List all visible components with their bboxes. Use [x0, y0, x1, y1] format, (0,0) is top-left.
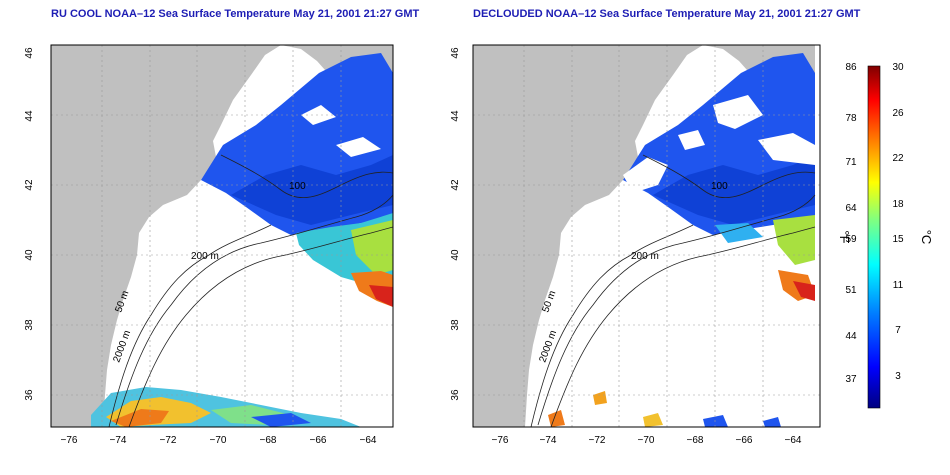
colorbar-gradient [867, 65, 881, 409]
left-lat-42: 42 [24, 179, 35, 191]
right-slope-water [715, 223, 763, 243]
right-lat-axis: 46 44 42 40 38 36 [450, 47, 461, 401]
celsius-unit-label: °C [919, 230, 934, 245]
f-tick-71: 71 [845, 157, 857, 168]
f-tick-86: 86 [845, 62, 857, 73]
c-tick-7: 7 [895, 325, 901, 336]
right-lat-40: 40 [450, 249, 461, 261]
left-lat-44: 44 [24, 110, 35, 122]
right-lon-axis: −76 −74 −72 −70 −68 −66 −64 [492, 435, 802, 446]
left-label-100: 100 [289, 181, 306, 192]
left-lat-40: 40 [24, 249, 35, 261]
left-lon-64: −64 [360, 435, 377, 446]
left-panel-title: RU COOL NOAA–12 Sea Surface Temperature … [51, 8, 420, 20]
left-label-200m: 200 m [191, 251, 219, 262]
f-tick-78: 78 [845, 113, 857, 124]
left-frame [50, 44, 394, 428]
right-lat-38: 38 [450, 319, 461, 331]
f-tick-51: 51 [845, 285, 857, 296]
left-lat-46: 46 [24, 47, 35, 59]
right-lon-68: −68 [687, 435, 704, 446]
f-tick-59: 59 [845, 234, 857, 245]
left-map-panel: 200 m 50 m 2000 m 100 46 44 42 40 38 36 … [24, 44, 394, 446]
left-lat-38: 38 [24, 319, 35, 331]
left-lon-68: −68 [260, 435, 277, 446]
left-lon-66: −66 [310, 435, 327, 446]
left-lon-74: −74 [110, 435, 127, 446]
f-tick-64: 64 [845, 203, 857, 214]
temperature-colorbar: 86 78 71 64 59 51 44 37 30 26 22 18 15 1… [837, 62, 934, 409]
right-lon-76: −76 [492, 435, 509, 446]
f-tick-44: 44 [845, 331, 857, 342]
right-label-200m: 200 m [631, 251, 659, 262]
right-panel-title: DECLOUDED NOAA–12 Sea Surface Temperatur… [473, 8, 861, 20]
c-tick-15: 15 [892, 234, 904, 245]
c-tick-18: 18 [892, 199, 904, 210]
right-lat-44: 44 [450, 110, 461, 122]
right-lon-72: −72 [589, 435, 606, 446]
right-lat-36: 36 [450, 389, 461, 401]
right-lon-66: −66 [736, 435, 753, 446]
left-lon-axis: −76 −74 −72 −70 −68 −66 −64 [61, 435, 377, 446]
right-lon-70: −70 [638, 435, 655, 446]
f-tick-37: 37 [845, 374, 857, 385]
left-lon-76: −76 [61, 435, 78, 446]
fahrenheit-unit-label: °F [837, 230, 852, 243]
left-lat-36: 36 [24, 389, 35, 401]
right-lon-64: −64 [785, 435, 802, 446]
c-tick-22: 22 [892, 153, 904, 164]
right-frame [472, 44, 821, 428]
right-label-100: 100 [711, 181, 728, 192]
c-tick-3: 3 [895, 371, 901, 382]
colorbar-fahrenheit-ticks: 86 78 71 64 59 51 44 37 [845, 62, 857, 385]
right-lat-42: 42 [450, 179, 461, 191]
left-lon-70: −70 [210, 435, 227, 446]
right-lat-46: 46 [450, 47, 461, 59]
c-tick-26: 26 [892, 108, 904, 119]
colorbar-celsius-ticks: 30 26 22 18 15 11 7 3 [892, 62, 904, 382]
c-tick-30: 30 [892, 62, 904, 73]
right-map-panel: 200 m 50 m 2000 m 100 46 44 42 40 38 36 … [450, 44, 821, 446]
left-lon-72: −72 [160, 435, 177, 446]
left-lat-axis: 46 44 42 40 38 36 [24, 47, 35, 401]
c-tick-11: 11 [893, 280, 904, 291]
right-lon-74: −74 [540, 435, 557, 446]
